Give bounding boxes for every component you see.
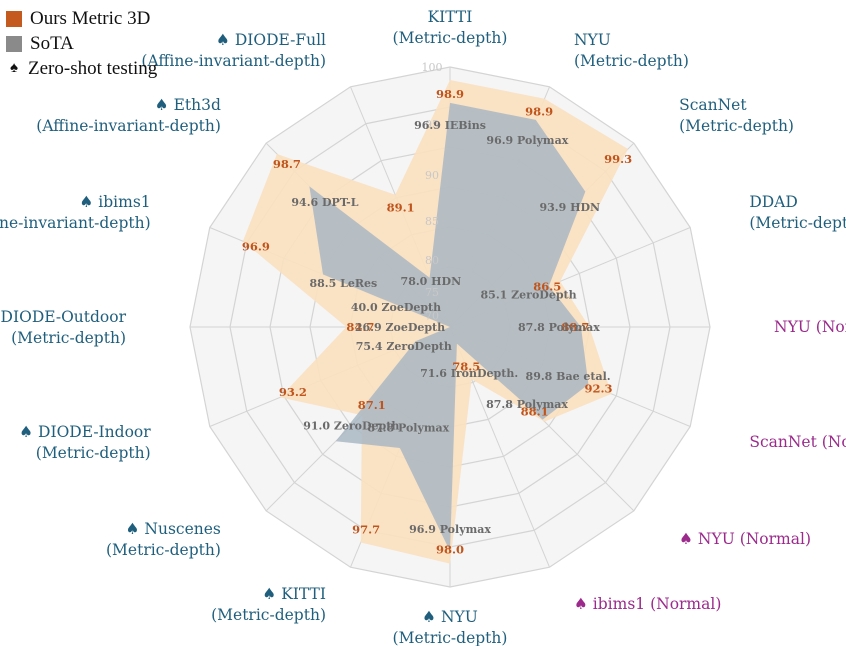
sota-value-label: 96.9 Polymax	[486, 134, 568, 147]
axis-label-line: ScanNet	[679, 96, 747, 114]
axis-label: ♠ DIODE-Indoor (Metric-depth)	[19, 423, 151, 462]
sota-value-label: 87.8 Polymax	[518, 321, 600, 334]
sota-value-label: 89.8 Bae etal.	[526, 370, 611, 383]
sota-value-label: 91.0 ZeroDepth	[303, 420, 399, 433]
legend-sota-label: SoTA	[30, 32, 74, 54]
axis-label-line: ♠ DIODE-Full	[216, 31, 326, 49]
sota-value-label: 94.6 DPT-L	[291, 196, 358, 209]
legend-item-sota: SoTA	[6, 31, 157, 56]
radial-tick-label: 70	[425, 309, 439, 322]
axis-label-line: (Metric-depth)	[574, 52, 689, 70]
axis-label-line: ♠ KITTI	[262, 585, 326, 603]
ours-value-label: 92.3	[584, 382, 612, 396]
axis-label: ♠ ibims1 (Affine-invariant-depth)	[0, 193, 151, 232]
ours-value-label: 98.9	[436, 87, 464, 101]
axis-label-line: (Affine-invariant-depth)	[141, 52, 326, 70]
axis-label-line: ♠ Nuscenes	[126, 520, 221, 538]
axis-label-line: ScanNet (Normal)	[749, 433, 846, 451]
sota-extra-label: 40.0 ZoeDepth	[351, 301, 441, 314]
ours-value-label: 97.7	[352, 523, 380, 537]
ours-value-label: 93.2	[279, 385, 307, 399]
axis-label-line: ♠ DIODE-Indoor	[19, 423, 151, 441]
ours-swatch	[6, 10, 22, 27]
sota-value-label: 85.1 ZeroDepth	[481, 288, 577, 301]
axis-label: ♠ NYU (Metric-depth)	[393, 608, 508, 646]
axis-label-line: (Metric-depth)	[106, 541, 221, 559]
legend-zero-shot-label: Zero-shot testing	[28, 57, 158, 79]
axis-label: NYU (Metric-depth)	[574, 31, 689, 70]
radial-tick-label: 80	[425, 254, 439, 267]
legend-item-ours: Ours Metric 3D	[6, 6, 157, 31]
axis-label-line: (Metric-depth)	[211, 606, 326, 624]
sota-value-label: 88.5 LeRes	[309, 277, 377, 290]
axis-label: ♠ DIODE-Outdoor (Metric-depth)	[0, 308, 127, 347]
sota-value-label: 93.9 HDN	[539, 201, 600, 214]
sota-value-label: 26.9 ZoeDepth	[355, 321, 445, 334]
sota-value-label: 71.6 IronDepth.	[420, 367, 518, 380]
axis-label-line: (Metric-depth)	[393, 29, 508, 47]
radial-tick-label: 100	[422, 61, 443, 74]
sota-value-label: 78.0 HDN	[401, 275, 462, 288]
sota-value-label: 75.4 ZeroDepth	[356, 340, 452, 353]
ours-value-label: 78.5	[452, 359, 480, 373]
axis-label-line: ♠ NYU (Normal)	[679, 530, 811, 548]
axis-label: DDAD (Metric-depth)	[749, 193, 846, 232]
radial-tick-label: 85	[425, 215, 439, 228]
sota-area	[309, 102, 589, 552]
axis-label-line: (Metric-depth)	[11, 329, 126, 347]
ours-value-label: 96.9	[242, 240, 270, 254]
ours-value-label: 88.7	[561, 320, 589, 334]
axis-label: ScanNet (Metric-depth)	[679, 96, 794, 135]
axis-label-line: ♠ ibims1 (Normal)	[574, 595, 721, 613]
axis-label-line: (Metric-depth)	[679, 117, 794, 135]
sota-value-label: 96.9 Polymax	[409, 523, 491, 536]
radial-tick-label: 95	[425, 118, 439, 131]
axis-label: ♠ Nuscenes (Metric-depth)	[106, 520, 221, 559]
radial-tick-label: 90	[425, 169, 439, 182]
axis-label-line: ♠ DIODE-Outdoor	[0, 308, 127, 326]
axis-label-line: ♠ Eth3d	[155, 96, 221, 114]
axis-label-line: KITTI	[428, 8, 473, 26]
legend-ours-label: Ours Metric 3D	[30, 7, 151, 29]
axis-label: KITTI (Metric-depth)	[393, 8, 508, 47]
axis-label: ♠ ibims1 (Normal)	[574, 595, 721, 613]
axis-label-line: (Affine-invariant-depth)	[0, 214, 151, 232]
axis-label: ♠ Eth3d (Affine-invariant-depth)	[36, 96, 221, 135]
axis-label: NYU (Normal)	[774, 318, 846, 336]
axis-label-line: (Metric-depth)	[749, 214, 846, 232]
sota-swatch	[6, 35, 22, 52]
sota-value-label: 87.8 Polymax	[367, 422, 449, 435]
axis-label-line: NYU (Normal)	[774, 318, 846, 336]
ours-value-label: 89.1	[387, 201, 415, 215]
ours-value-label: 86.5	[533, 280, 561, 294]
spade-icon: ♠	[10, 60, 18, 76]
axis-label: ♠ DIODE-Full (Affine-invariant-depth)	[141, 31, 326, 70]
legend-item-zero-shot: ♠ Zero-shot testing	[6, 56, 157, 81]
legend: Ours Metric 3D SoTA ♠ Zero-shot testing	[6, 6, 157, 81]
ours-value-label: 99.3	[604, 152, 632, 166]
axis-label-line: (Affine-invariant-depth)	[36, 117, 221, 135]
axis-label-line: (Metric-depth)	[36, 444, 151, 462]
sota-value-label: 87.8 Polymax	[486, 398, 568, 411]
ours-value-label: 84.7	[346, 320, 374, 334]
ours-value-label: 87.1	[358, 398, 386, 412]
ours-value-label: 98.7	[273, 157, 301, 171]
axis-label-line: DDAD	[749, 193, 797, 211]
axis-label: ♠ NYU (Normal)	[679, 530, 811, 548]
axis-label-line: ♠ ibims1	[79, 193, 150, 211]
axis-label-line: (Metric-depth)	[393, 629, 508, 646]
axis-label-line: NYU	[574, 31, 611, 49]
axis-label: ♠ KITTI (Metric-depth)	[211, 585, 326, 624]
ours-value-label: 98.0	[436, 543, 464, 557]
radial-tick-label: 75	[425, 286, 439, 299]
axis-label: ScanNet (Normal)	[749, 433, 846, 451]
sota-value-label: 96.9 IEBins	[414, 119, 486, 132]
ours-value-label: 88.1	[521, 405, 549, 419]
ours-value-label: 98.9	[525, 105, 553, 119]
axis-label-line: ♠ NYU	[422, 608, 478, 626]
